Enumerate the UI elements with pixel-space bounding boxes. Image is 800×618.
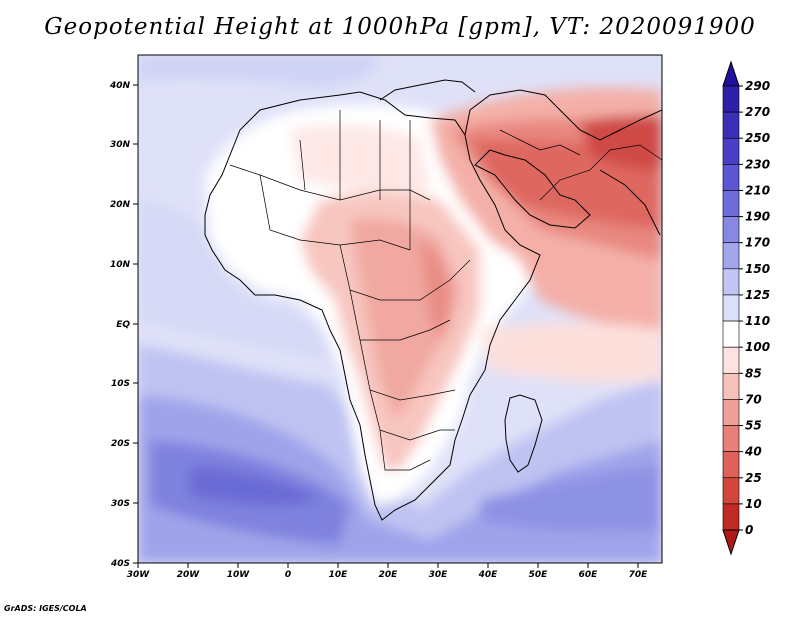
y-tick-label: 30N [110,140,131,150]
x-tick-label: 40E [478,570,499,580]
colorbar-label: 55 [745,419,762,433]
colorbar-segment [722,451,740,479]
colorbar-segment [722,372,740,400]
colorbar-label: 230 [745,157,770,171]
y-tick-label: 40N [109,81,131,91]
x-tick-label: 20W [177,570,201,580]
africa-coastline [204,91,541,521]
x-tick-label: 30E [429,570,449,580]
y-tick-label: 10N [110,260,131,270]
colorbar-label: 10 [745,497,762,511]
colorbar-label: 170 [745,236,770,250]
x-tick-label: 10E [329,570,349,580]
colorbar-segment [722,294,740,322]
y-tick-label: 30S [111,499,130,509]
colorbar-label: 290 [745,79,770,93]
country-borders [229,110,662,471]
y-axis: 40N 30N 20N 10N EQ 10S 20S 30S 40S [109,81,138,569]
colorbar-segment [722,85,740,113]
height-field-shading [138,55,662,563]
colorbar-label: 150 [745,262,770,276]
y-tick-label: 20N [110,200,131,210]
colorbar-segment [722,399,740,426]
map-plot [138,55,662,563]
colorbar-segment [722,137,740,165]
colorbar-segment [722,346,740,374]
colorbar-label: 0 [745,523,753,537]
y-tick-label: 20S [111,439,130,449]
x-tick-label: 70E [629,570,649,580]
colorbar-segment [722,503,740,531]
india-coastline [599,169,661,236]
colorbar-label: 25 [745,471,762,485]
colorbar-label: 190 [745,210,770,224]
y-tick-label: 40S [110,559,130,569]
x-tick-label: 0 [285,570,291,580]
colorbar-label: 100 [745,340,770,354]
y-tick-label: 10S [111,379,130,389]
y-tick-label: EQ [116,320,130,330]
colorbar-label: 110 [745,314,770,328]
madagascar-coastline [504,394,543,473]
colorbar-label: 70 [745,392,762,406]
credit-text: GrADS: IGES/COLA [4,604,87,613]
x-tick-label: 20E [379,570,399,580]
plot-frame [137,54,663,564]
map-title: Geopotential Height at 1000hPa [gpm], VT… [44,14,756,40]
colorbar-label: 40 [744,445,762,459]
colorbar-segment [722,268,740,296]
colorbar-label: 210 [745,183,770,197]
colorbar-segment [722,242,740,270]
coastlines [204,79,662,521]
colorbar-segment [722,190,740,217]
asia-coastline-north [464,89,662,141]
x-tick-label: 30W [127,570,151,580]
arabia-coastline [474,149,591,229]
x-tick-label: 50E [529,570,549,580]
colorbar-segment [722,477,740,505]
colorbar-min-arrow [722,529,740,556]
colorbar-segment [722,216,740,244]
x-tick-label: 60E [579,570,599,580]
colorbar-label: 270 [745,105,770,119]
colorbar-segment [722,111,740,139]
colorbar-segment [722,425,740,452]
colorbar: 2902702502302101901701501251101008570554… [722,60,770,556]
x-axis: 30W 20W 10W 0 10E 20E 30E 40E 50E 60E 70… [127,563,648,580]
colorbar-label: 85 [745,366,762,380]
mediterranean-coastline [379,79,476,101]
colorbar-label: 125 [745,288,770,302]
colorbar-max-arrow [722,60,740,87]
colorbar-segment [722,320,740,348]
colorbar-label: 250 [745,131,770,145]
x-tick-label: 10W [227,570,251,580]
colorbar-segment [722,164,740,191]
